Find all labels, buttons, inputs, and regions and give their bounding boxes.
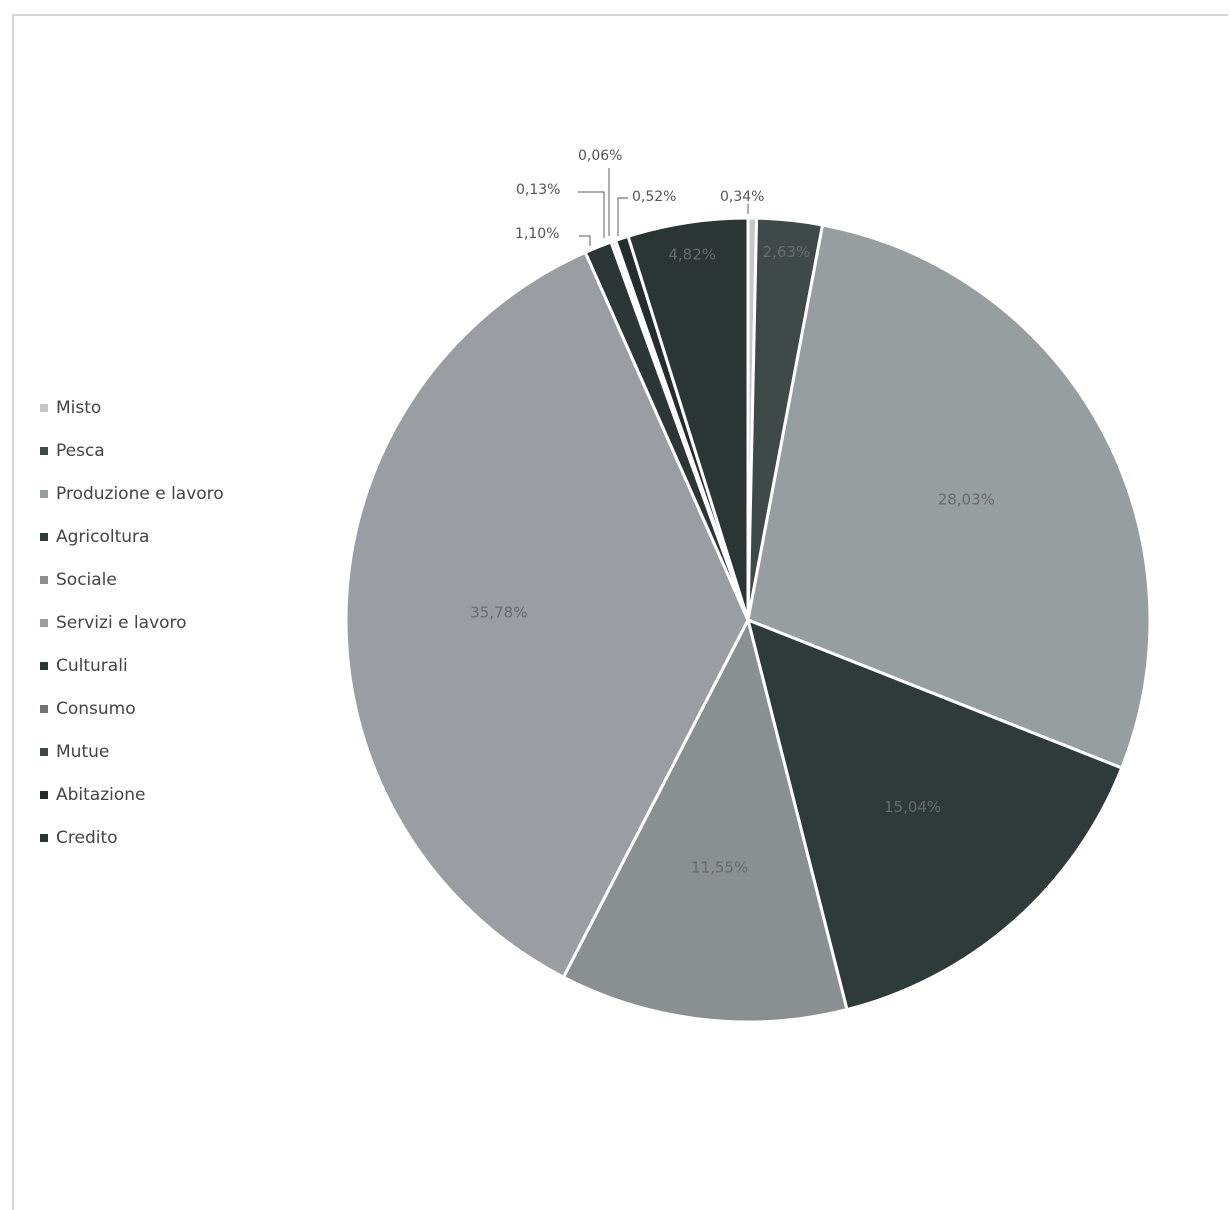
legend-item-culturali: Culturali: [40, 644, 300, 687]
legend-item-misto: Misto: [40, 386, 300, 429]
slice-label: 28,03%: [938, 491, 995, 509]
legend-swatch: [40, 403, 48, 412]
legend-label: Culturali: [56, 655, 128, 676]
legend-swatch: [40, 747, 48, 756]
slice-label: 0,34%: [720, 189, 764, 205]
slice-label: 0,52%: [632, 189, 676, 205]
slice-label: 35,78%: [470, 603, 527, 621]
slice-label: 4,82%: [668, 245, 716, 263]
legend-label: Consumo: [56, 698, 136, 719]
legend-swatch: [40, 833, 48, 842]
legend-item-mutue: Mutue: [40, 730, 300, 773]
legend-item-agricoltura: Agricoltura: [40, 515, 300, 558]
legend-swatch: [40, 618, 48, 627]
slice-label: 1,10%: [515, 226, 559, 242]
legend-label: Mutue: [56, 741, 110, 762]
legend-swatch: [40, 704, 48, 713]
legend-swatch: [40, 575, 48, 584]
pie-slice-credito: [626, 216, 750, 621]
leader-line: [579, 235, 591, 246]
legend-label: Produzione e lavoro: [56, 483, 224, 504]
slice-label: 0,13%: [516, 182, 560, 198]
callout-leaders: [578, 168, 749, 246]
legend-swatch: [40, 661, 48, 670]
pie-slice-servizi-e-lavoro: [344, 250, 750, 980]
legend-label: Agricoltura: [56, 526, 150, 547]
slice-labels: 0,34% 2,63% 28,03% 15,04% 11,55% 35,78% 1,10% 0…: [470, 148, 995, 877]
pie-slice-sociale: [561, 615, 849, 1024]
slice-label: 2,63%: [763, 243, 811, 261]
legend-item-abitazione: Abitazione: [40, 773, 300, 816]
chart-frame: [12, 14, 1228, 1210]
chart-legend: Misto Pesca Produzione e lavoro Agricolt…: [40, 386, 300, 859]
legend-swatch: [40, 532, 48, 541]
legend-label: Abitazione: [56, 784, 146, 805]
legend-label: Pesca: [56, 440, 105, 461]
legend-label: Servizi e lavoro: [56, 612, 187, 633]
legend-item-produzione-e-lavoro: Produzione e lavoro: [40, 472, 300, 515]
pie-slice-agricoltura: [745, 617, 1124, 1012]
pie-slices: [344, 216, 1152, 1024]
legend-swatch: [40, 489, 48, 498]
legend-item-sociale: Sociale: [40, 558, 300, 601]
slice-label: 11,55%: [691, 859, 748, 877]
legend-item-pesca: Pesca: [40, 429, 300, 472]
slice-label: 0,06%: [578, 148, 622, 164]
legend-item-consumo: Consumo: [40, 687, 300, 730]
legend-swatch: [40, 446, 48, 455]
legend-label: Credito: [56, 827, 118, 848]
pie-slice-produzione-e-lavoro: [746, 223, 1152, 770]
slice-label: 15,04%: [884, 798, 941, 816]
legend-label: Misto: [56, 397, 102, 418]
legend-item-servizi-e-lavoro: Servizi e lavoro: [40, 601, 300, 644]
legend-label: Sociale: [56, 569, 117, 590]
leader-line: [617, 197, 628, 236]
legend-item-credito: Credito: [40, 816, 300, 859]
legend-swatch: [40, 790, 48, 799]
leader-line: [578, 191, 605, 238]
